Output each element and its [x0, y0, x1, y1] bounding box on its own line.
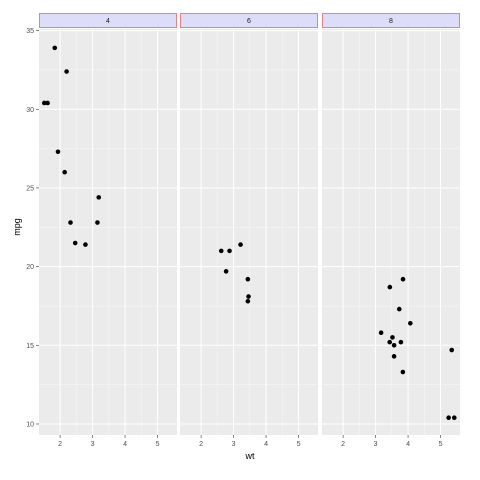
- facet-panels: 4 6 8: [39, 13, 460, 435]
- y-tick-label: 35: [26, 28, 34, 35]
- y-tick-label: 30: [26, 107, 34, 114]
- facet-strip: [180, 13, 318, 28]
- x-tick-label: 3: [91, 441, 95, 448]
- x-tick-label: 2: [58, 441, 62, 448]
- x-tick-label: 5: [156, 441, 160, 448]
- data-point: [96, 195, 102, 200]
- data-point: [245, 276, 251, 282]
- panel-background: [39, 29, 177, 435]
- y-axis: 10 15 20 25 30 35: [26, 28, 39, 428]
- data-point: [449, 347, 455, 353]
- data-point: [52, 45, 58, 51]
- data-point: [391, 343, 397, 348]
- data-point: [398, 339, 404, 345]
- facet-strip: [39, 13, 177, 28]
- data-point: [246, 294, 251, 299]
- data-point: [41, 100, 47, 106]
- facet-strip: [322, 13, 460, 28]
- data-point: [400, 369, 406, 375]
- data-point: [408, 320, 413, 326]
- x-tick-label: 4: [406, 441, 410, 448]
- data-point: [218, 248, 224, 254]
- x-axis-title: wt: [245, 451, 255, 461]
- data-point: [378, 330, 384, 336]
- data-point: [62, 169, 67, 175]
- data-point: [387, 339, 393, 345]
- x-tick-label: 3: [232, 441, 236, 448]
- x-tick-label: 4: [123, 441, 127, 448]
- x-tick-label: 2: [341, 441, 345, 448]
- y-tick-label: 20: [26, 264, 34, 271]
- data-point: [227, 248, 232, 254]
- data-point: [223, 269, 229, 274]
- facet-strip-label: 4: [106, 18, 110, 25]
- y-tick-label: 15: [26, 343, 34, 350]
- x-axis: 2 3 4 5 2 3 4 5 2 3 4 5: [58, 435, 443, 448]
- data-point: [238, 242, 243, 247]
- data-point: [68, 220, 73, 225]
- x-tick-label: 5: [297, 441, 301, 448]
- data-point: [451, 415, 457, 420]
- y-tick-label: 10: [26, 421, 34, 428]
- data-point: [45, 100, 50, 106]
- data-point: [83, 242, 88, 247]
- data-point: [64, 69, 69, 74]
- data-point: [446, 415, 451, 420]
- y-tick-label: 25: [26, 185, 34, 192]
- data-point: [390, 335, 395, 340]
- data-point: [387, 284, 393, 290]
- panel-background: [322, 29, 460, 435]
- data-point: [400, 276, 406, 282]
- facet-strip-label: 8: [389, 18, 393, 25]
- x-tick-label: 2: [199, 441, 203, 448]
- facet-panel-6: 6: [180, 13, 318, 435]
- data-point: [95, 220, 100, 225]
- x-tick-label: 4: [264, 441, 268, 448]
- facet-panel-4: 4: [39, 13, 177, 435]
- y-axis-title: mpg: [12, 218, 22, 236]
- data-point: [245, 298, 251, 304]
- data-point: [396, 306, 402, 312]
- facet-strip-label: 6: [247, 18, 251, 25]
- data-point: [55, 149, 61, 155]
- x-tick-label: 3: [374, 441, 378, 448]
- data-point: [391, 354, 397, 359]
- data-point: [72, 240, 78, 246]
- panel-background: [180, 29, 318, 435]
- x-tick-label: 5: [439, 441, 443, 448]
- facet-panel-8: 8: [322, 13, 460, 435]
